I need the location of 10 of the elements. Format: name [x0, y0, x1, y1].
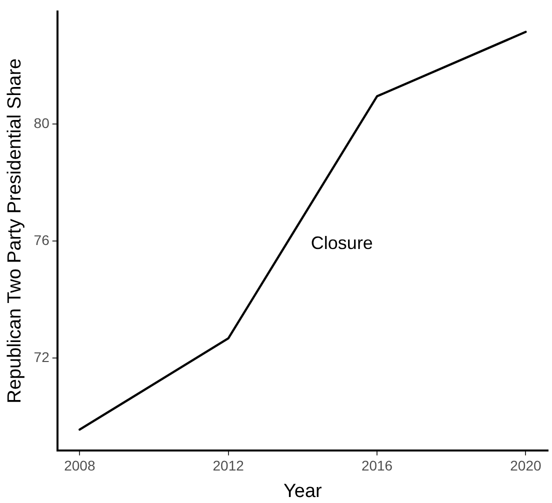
y-tick-label: 80	[34, 114, 50, 131]
x-tick-label: 2020	[510, 458, 542, 474]
x-tick-label: 2008	[64, 458, 96, 474]
x-tick-label: 2012	[212, 458, 244, 474]
x-axis-title: Year	[283, 480, 323, 502]
y-axis-title: Republican Two Party Presidential Share	[4, 58, 26, 404]
x-tick-label: 2016	[361, 458, 393, 474]
y-tick-label: 72	[34, 349, 50, 366]
y-tick-label: 76	[34, 232, 50, 248]
annotation: Closure	[310, 233, 373, 254]
